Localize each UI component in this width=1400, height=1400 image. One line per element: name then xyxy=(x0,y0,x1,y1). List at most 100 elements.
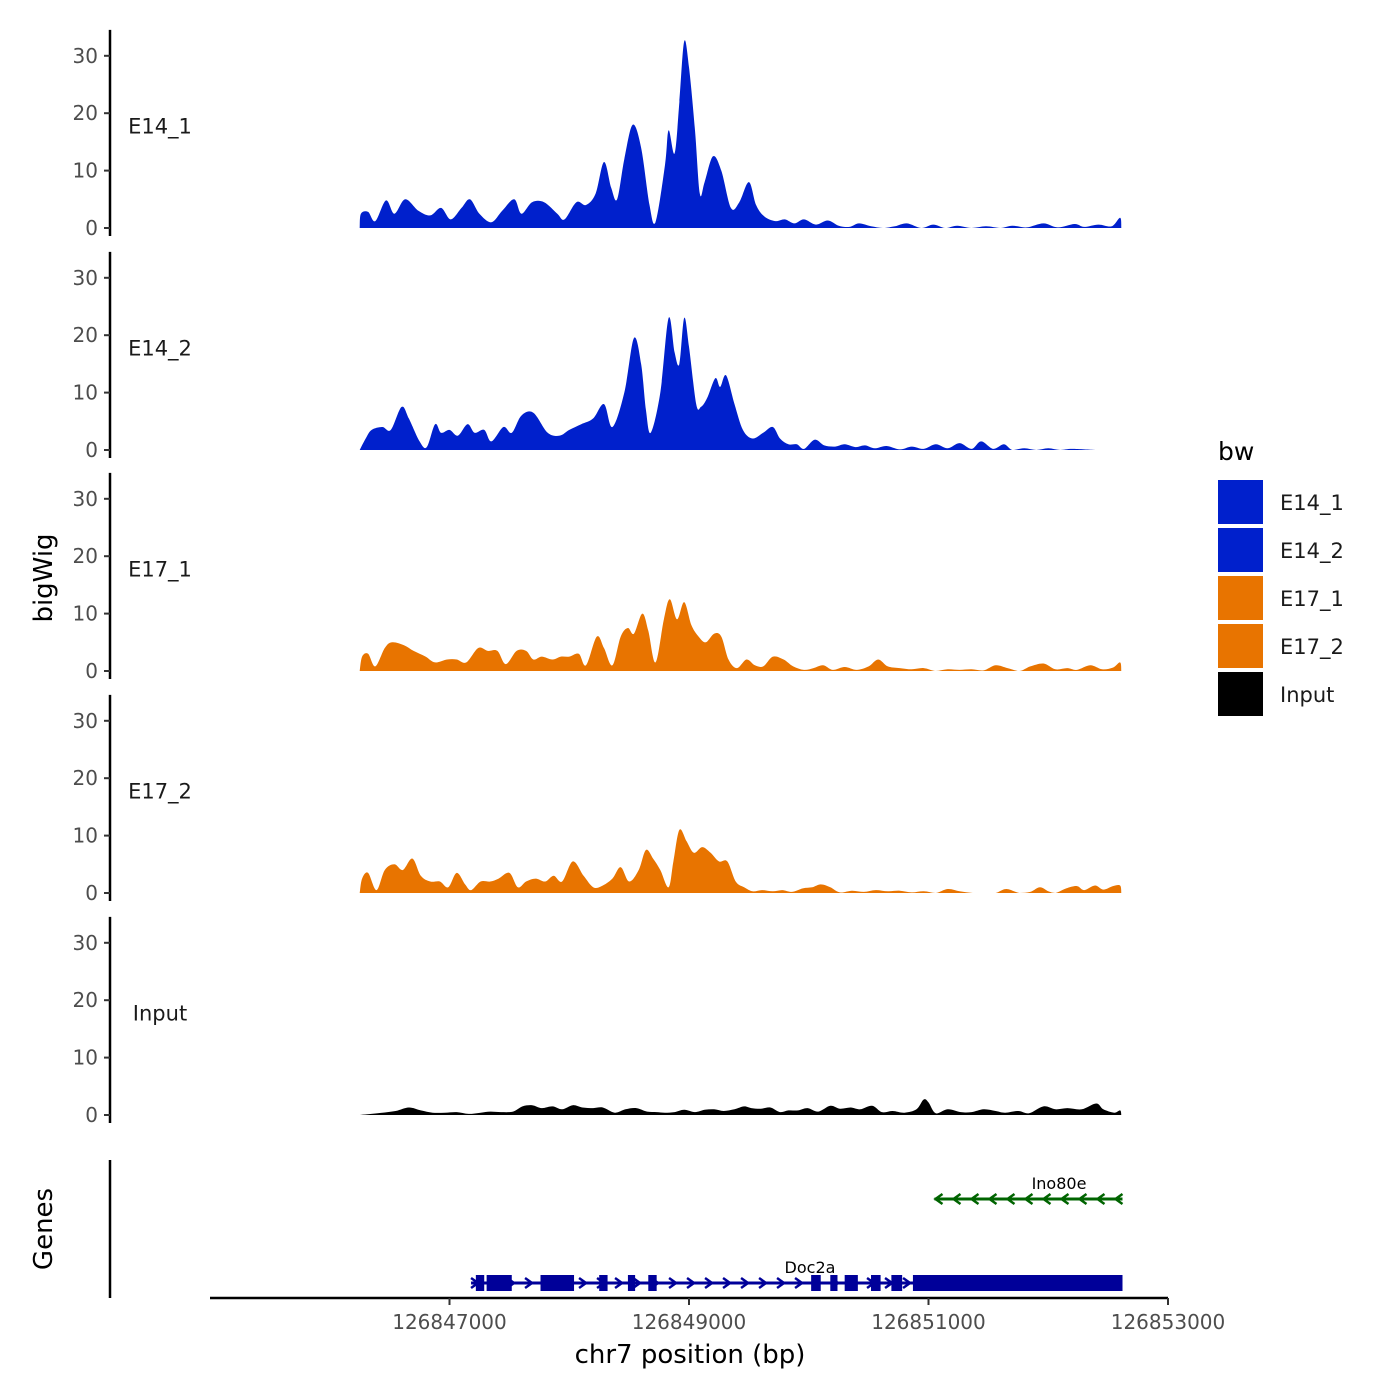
exon xyxy=(648,1275,657,1291)
strand-arrow xyxy=(524,1276,535,1290)
y-tick-label: 0 xyxy=(85,438,98,462)
y-tick-label: 10 xyxy=(73,1046,98,1070)
track-e17-2: 0 10 20 30 E17_2 xyxy=(73,694,1122,905)
legend-title: bw xyxy=(1218,437,1254,466)
strand-arrow xyxy=(1095,1192,1106,1206)
x-tick-label: 126847000 xyxy=(392,1310,507,1334)
strand-arrow xyxy=(740,1276,751,1290)
y-tick-label: 20 xyxy=(73,766,98,790)
legend-label: E17_1 xyxy=(1280,587,1344,612)
y-tick-label: 10 xyxy=(73,381,98,405)
legend-label: E14_2 xyxy=(1280,539,1344,564)
strand-arrow xyxy=(1041,1192,1052,1206)
strand-arrow xyxy=(951,1192,962,1206)
strand-arrow xyxy=(1077,1192,1088,1206)
legend-swatch xyxy=(1218,480,1263,524)
y-tick-label: 30 xyxy=(73,44,98,68)
track-label: E14_1 xyxy=(128,114,192,139)
coverage-area-e17-2 xyxy=(359,829,1122,893)
x-tick-label: 126849000 xyxy=(632,1310,747,1334)
coverage-area-e17-1 xyxy=(359,599,1122,671)
legend-swatch xyxy=(1218,624,1263,668)
strand-arrow xyxy=(758,1276,769,1290)
y-tick-label: 0 xyxy=(85,881,98,905)
y-tick-label: 10 xyxy=(73,824,98,848)
track-label: Input xyxy=(133,1001,187,1025)
strand-arrow xyxy=(704,1276,715,1290)
strand-arrow xyxy=(668,1276,679,1290)
y-tick-label: 20 xyxy=(73,544,98,568)
strand-arrow xyxy=(632,1276,643,1290)
strand-arrow xyxy=(776,1276,787,1290)
strand-arrow xyxy=(1023,1192,1034,1206)
legend-item-input: Input xyxy=(1218,672,1334,716)
track-e14-2: 0 10 20 30 E14_2 xyxy=(73,251,1095,462)
legend-swatch xyxy=(1218,528,1263,572)
exon xyxy=(830,1275,838,1291)
strand-arrow xyxy=(722,1276,733,1290)
track-label: E14_2 xyxy=(128,336,192,361)
gene-label: Ino80e xyxy=(1032,1174,1087,1193)
gene-ino80e: Ino80e xyxy=(933,1174,1124,1206)
track-e14-1: 0 10 20 30 E14_1 xyxy=(73,29,1122,240)
strand-arrow xyxy=(987,1192,998,1206)
exon xyxy=(486,1275,512,1291)
exon xyxy=(891,1275,903,1291)
y-tick-label: 10 xyxy=(73,602,98,626)
strand-arrow xyxy=(794,1276,805,1290)
y-axis-title: bigWig xyxy=(29,533,59,622)
x-tick-label: 126851000 xyxy=(871,1310,986,1334)
legend: bw E14_1 E14_2 E17_1 E17_2 Input xyxy=(1218,437,1344,716)
y-tick-label: 30 xyxy=(73,266,98,290)
legend-item-e17-1: E17_1 xyxy=(1218,576,1344,620)
exon xyxy=(599,1275,608,1291)
gene-label: Doc2a xyxy=(785,1258,836,1277)
y-tick-label: 20 xyxy=(73,323,98,347)
y-tick-label: 30 xyxy=(73,487,98,511)
legend-label: E14_1 xyxy=(1280,491,1344,516)
legend-label: E17_2 xyxy=(1280,635,1344,660)
legend-item-e14-1: E14_1 xyxy=(1218,480,1344,524)
exon xyxy=(871,1275,881,1291)
track-input: 0 10 20 30 Input xyxy=(73,916,1122,1127)
exon xyxy=(627,1275,636,1291)
track-label: E17_2 xyxy=(128,779,192,804)
y-tick-label: 10 xyxy=(73,159,98,183)
strand-arrow xyxy=(578,1276,589,1290)
strand-arrow xyxy=(614,1276,625,1290)
genes-track: Doc2a Ino80e xyxy=(108,1160,1124,1298)
x-axis: 126847000 126849000 126851000 126853000 xyxy=(210,1296,1225,1334)
legend-swatch xyxy=(1218,672,1263,716)
x-axis-title: chr7 position (bp) xyxy=(575,1340,806,1370)
exon xyxy=(844,1275,858,1291)
y-tick-label: 30 xyxy=(73,709,98,733)
track-label: E17_1 xyxy=(128,557,192,582)
track-e17-1: 0 10 20 30 E17_1 xyxy=(73,472,1122,683)
y-tick-label: 0 xyxy=(85,216,98,240)
gene-doc2a: Doc2a xyxy=(470,1258,1123,1291)
strand-arrow xyxy=(686,1276,697,1290)
coverage-area-e14-1 xyxy=(359,40,1122,229)
exon xyxy=(540,1275,575,1291)
y-tick-label: 0 xyxy=(85,1103,98,1127)
genes-axis-title: Genes xyxy=(29,1188,59,1270)
exon xyxy=(912,1275,1123,1291)
y-tick-label: 30 xyxy=(73,931,98,955)
y-tick-label: 0 xyxy=(85,659,98,683)
strand-arrow xyxy=(902,1276,913,1290)
coverage-area-input xyxy=(359,1099,1122,1115)
legend-swatch xyxy=(1218,576,1263,620)
strand-arrow xyxy=(969,1192,980,1206)
strand-arrow xyxy=(1005,1192,1016,1206)
coverage-tracks: 0 10 20 30 E14_1 0 10 20 30 E14_2 0 10 20 30 E17_1 0 10 2… xyxy=(73,29,1122,1127)
strand-arrow xyxy=(933,1192,944,1206)
strand-arrow xyxy=(1113,1192,1124,1206)
y-tick-label: 20 xyxy=(73,101,98,125)
exon xyxy=(475,1275,485,1291)
exon xyxy=(811,1275,821,1291)
y-tick-label: 20 xyxy=(73,988,98,1012)
strand-arrow xyxy=(1059,1192,1070,1206)
legend-item-e17-2: E17_2 xyxy=(1218,624,1344,668)
legend-label: Input xyxy=(1280,683,1334,707)
